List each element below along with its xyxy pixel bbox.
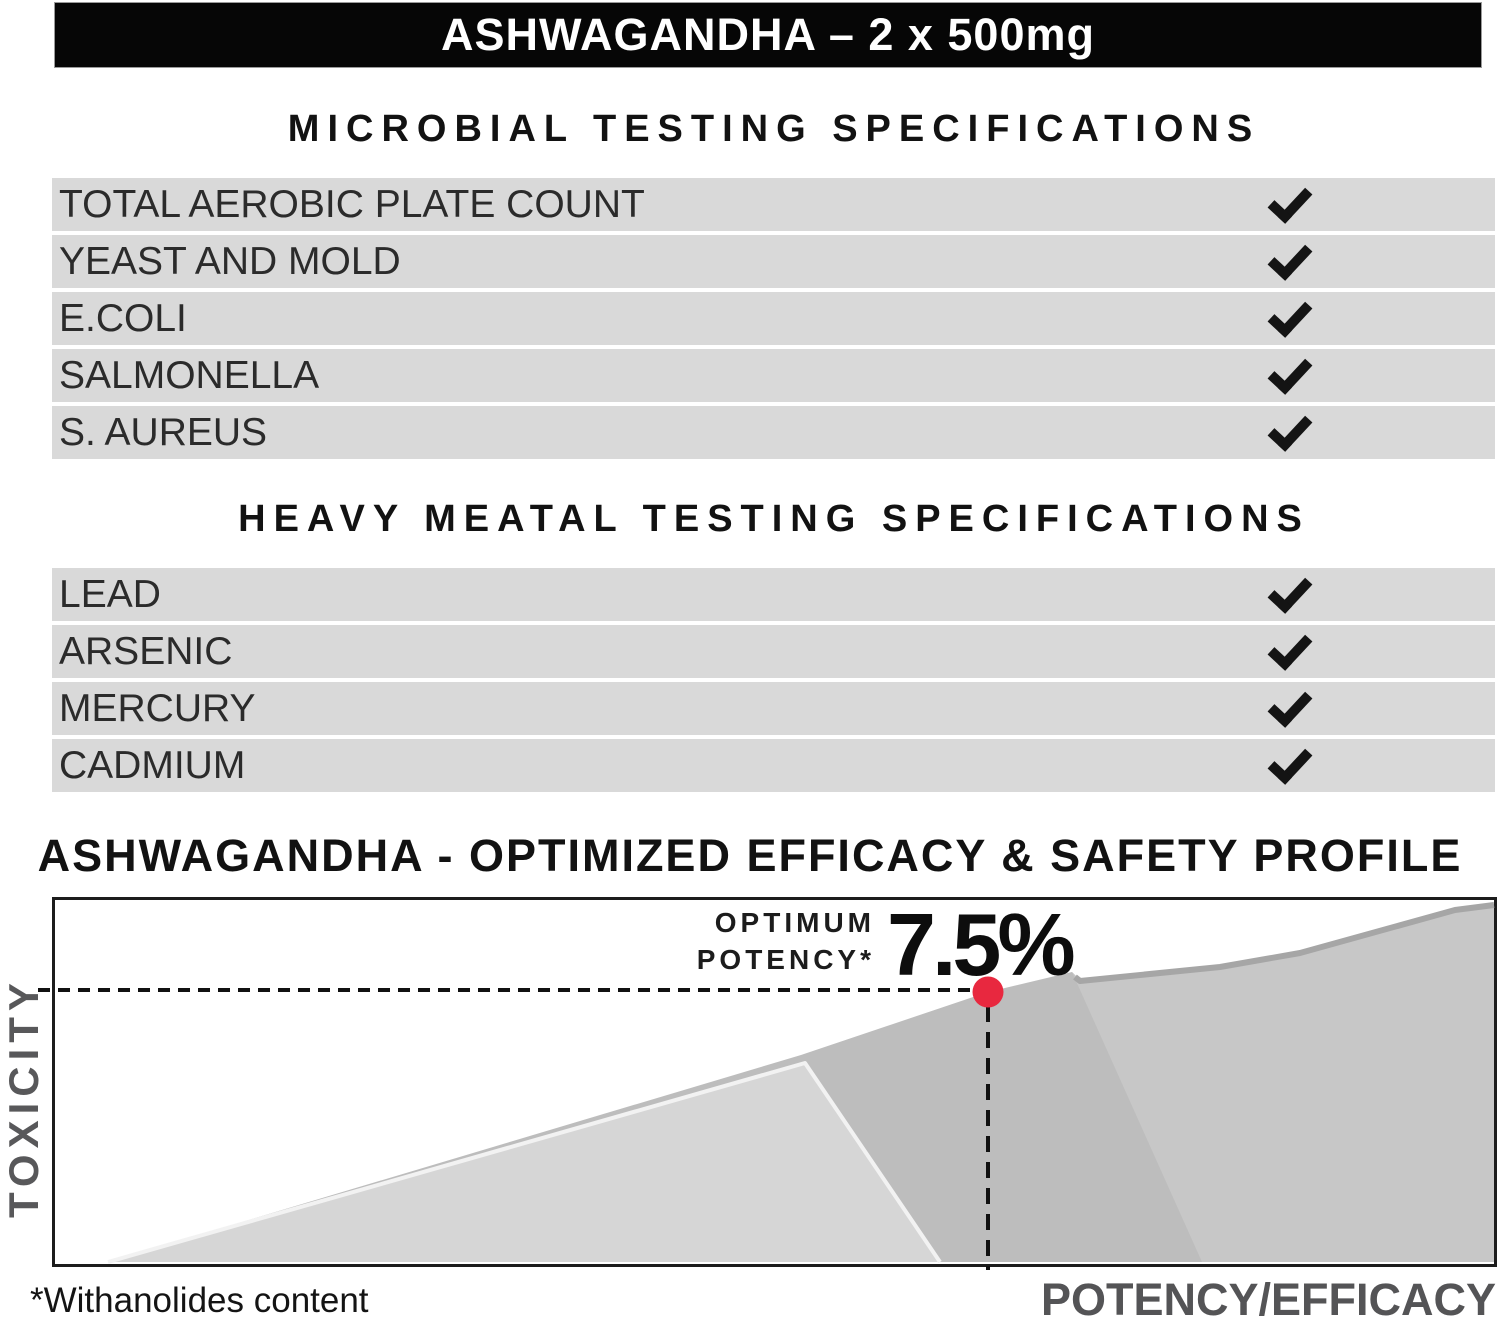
check-icon	[1267, 567, 1313, 615]
table-row: LEAD	[52, 567, 1495, 621]
optimum-potency-label: OPTIMUM POTENCY*	[625, 905, 875, 979]
surface-outline	[1073, 902, 1495, 984]
withanolides-footnote: *Withanolides content	[30, 1281, 369, 1320]
area-chart-graphic	[38, 902, 1495, 1270]
table-row: MERCURY	[52, 681, 1495, 735]
spec-label: ARSENIC	[59, 629, 233, 673]
check-icon	[1267, 738, 1313, 786]
spec-label: S. AUREUS	[59, 410, 268, 454]
spec-label: E.COLI	[59, 296, 187, 340]
check-icon	[1267, 234, 1313, 282]
spec-label: YEAST AND MOLD	[59, 239, 401, 283]
spec-label: SALMONELLA	[59, 353, 320, 397]
product-title-banner: ASHWAGANDHA – 2 x 500mg	[54, 2, 1482, 68]
optimum-point-marker	[972, 976, 1004, 1008]
table-row: CADMIUM	[52, 738, 1495, 792]
check-icon	[1267, 405, 1313, 453]
table-row: E.COLI	[52, 291, 1495, 345]
optimum-potency-value: 7.5%	[887, 895, 1076, 994]
low-potency-zone-area	[107, 1061, 942, 1264]
table-row: S. AUREUS	[52, 405, 1495, 459]
spec-label: MERCURY	[59, 686, 256, 730]
toxicity-potency-chart: OPTIMUM POTENCY* 7.5%	[38, 895, 1497, 1270]
high-potency-zone-area	[1072, 904, 1494, 1262]
product-title: ASHWAGANDHA – 2 x 500mg	[441, 9, 1095, 60]
x-axis-label: POTENCY/EFFICACY	[1040, 1274, 1496, 1320]
microbial-spec-table: TOTAL AEROBIC PLATE COUNT YEAST AND MOLD…	[52, 177, 1495, 459]
table-row: SALMONELLA	[52, 348, 1495, 402]
heavy-metal-spec-table: LEAD ARSENIC MERCURY CADMIUM	[52, 567, 1495, 792]
check-icon	[1267, 177, 1313, 225]
check-icon	[1267, 681, 1313, 729]
table-row: ARSENIC	[52, 624, 1495, 678]
check-icon	[1267, 624, 1313, 672]
y-axis-label: TOXICITY	[0, 977, 47, 1219]
microbial-heading: MICROBIAL TESTING SPECIFICATIONS	[287, 108, 1261, 150]
spec-label: LEAD	[59, 572, 161, 616]
optimum-label-line1: OPTIMUM	[714, 907, 875, 938]
spec-label: CADMIUM	[59, 743, 246, 787]
table-row: TOTAL AEROBIC PLATE COUNT	[52, 177, 1495, 231]
spec-label: TOTAL AEROBIC PLATE COUNT	[59, 182, 645, 226]
check-icon	[1267, 348, 1313, 396]
heavy-metal-heading: HEAVY MEATAL TESTING SPECIFICATIONS	[238, 498, 1310, 540]
profile-heading: ASHWAGANDHA - OPTIMIZED EFFICACY & SAFET…	[37, 830, 1463, 881]
optimum-label-line2: POTENCY*	[696, 943, 875, 975]
check-icon	[1267, 291, 1313, 339]
table-row: YEAST AND MOLD	[52, 234, 1495, 288]
